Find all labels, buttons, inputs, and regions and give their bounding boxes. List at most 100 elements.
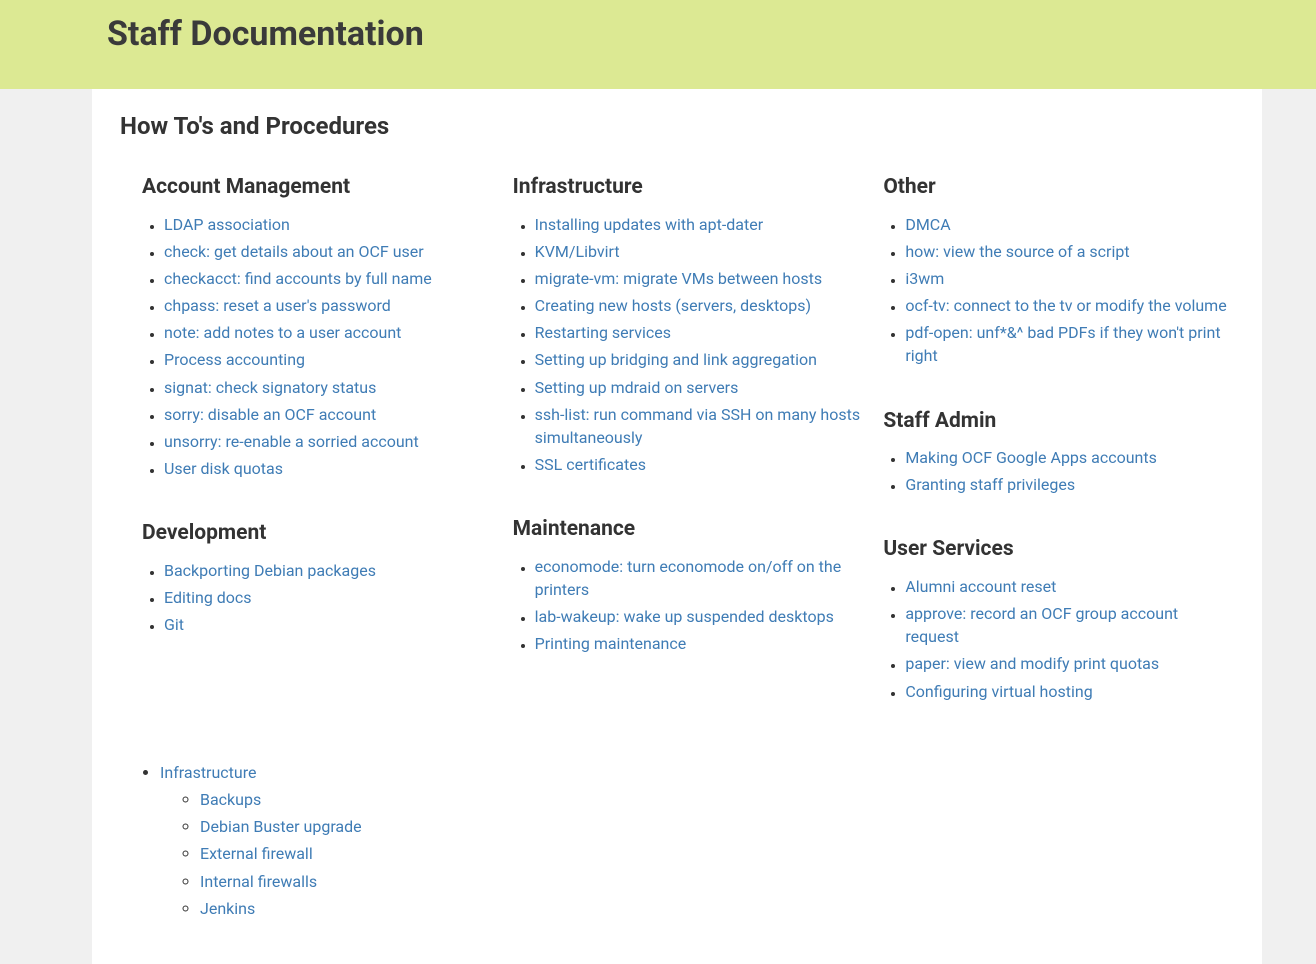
doc-link[interactable]: economode: turn economode on/off on the …: [535, 557, 842, 599]
category-block: Maintenance economode: turn economode on/…: [513, 514, 864, 655]
doc-link[interactable]: pdf-open: unf*&^ bad PDFs if they won't …: [905, 323, 1220, 365]
category-block: User Services Alumni account reset approve…: [883, 534, 1234, 702]
category-block: Account Management LDAP association check:…: [142, 172, 493, 480]
doc-link[interactable]: i3wm: [905, 269, 944, 288]
content-wrap: How To's and Procedures Account Manageme…: [92, 89, 1262, 964]
list-item: External firewall: [200, 842, 1234, 865]
list-item: checkacct: find accounts by full name: [164, 267, 493, 290]
category-list: Installing updates with apt-dater KVM/Lib…: [513, 213, 864, 477]
list-item: note: add notes to a user account: [164, 321, 493, 344]
list-item: how: view the source of a script: [905, 240, 1234, 263]
category-title: User Services: [883, 534, 1234, 564]
doc-link[interactable]: signat: check signatory status: [164, 378, 376, 397]
list-item: check: get details about an OCF user: [164, 240, 493, 263]
doc-link[interactable]: note: add notes to a user account: [164, 323, 401, 342]
list-item: KVM/Libvirt: [535, 240, 864, 263]
category-title: Other: [883, 172, 1234, 202]
doc-link[interactable]: LDAP association: [164, 215, 290, 234]
list-item: Configuring virtual hosting: [905, 680, 1234, 703]
doc-link[interactable]: SSL certificates: [535, 455, 646, 474]
doc-link[interactable]: Alumni account reset: [905, 577, 1056, 596]
list-item: ocf-tv: connect to the tv or modify the …: [905, 294, 1234, 317]
list-item: signat: check signatory status: [164, 376, 493, 399]
category-columns: Account Management LDAP association check:…: [120, 172, 1234, 741]
category-title: Maintenance: [513, 514, 864, 544]
doc-link[interactable]: check: get details about an OCF user: [164, 242, 424, 261]
doc-link[interactable]: Editing docs: [164, 588, 252, 607]
list-item: approve: record an OCF group account req…: [905, 602, 1234, 648]
list-item: Setting up bridging and link aggregation: [535, 348, 864, 371]
category-block: Staff Admin Making OCF Google Apps accoun…: [883, 406, 1234, 497]
doc-link[interactable]: checkacct: find accounts by full name: [164, 269, 432, 288]
doc-link[interactable]: how: view the source of a script: [905, 242, 1129, 261]
doc-link[interactable]: Creating new hosts (servers, desktops): [535, 296, 811, 315]
category-list: DMCA how: view the source of a script i3wm…: [883, 213, 1234, 368]
doc-link[interactable]: Configuring virtual hosting: [905, 682, 1092, 701]
doc-link[interactable]: approve: record an OCF group account req…: [905, 604, 1178, 646]
doc-link[interactable]: DMCA: [905, 215, 950, 234]
doc-link[interactable]: KVM/Libvirt: [535, 242, 620, 261]
list-item: unsorry: re-enable a sorried account: [164, 430, 493, 453]
category-block: Development Backporting Debian packages Ed…: [142, 518, 493, 636]
list-item: User disk quotas: [164, 457, 493, 480]
doc-link[interactable]: Printing maintenance: [535, 634, 687, 653]
doc-link[interactable]: Setting up bridging and link aggregation: [535, 350, 817, 369]
category-list: LDAP association check: get details about…: [142, 213, 493, 481]
footer-sublink[interactable]: External firewall: [200, 844, 313, 863]
list-item: Printing maintenance: [535, 632, 864, 655]
category-list: economode: turn economode on/off on the …: [513, 555, 864, 656]
list-item: LDAP association: [164, 213, 493, 236]
list-item: lab-wakeup: wake up suspended desktops: [535, 605, 864, 628]
doc-link[interactable]: Installing updates with apt-dater: [535, 215, 763, 234]
category-block: Other DMCA how: view the source of a scrip…: [883, 172, 1234, 368]
page-title: Staff Documentation: [107, 10, 1316, 59]
list-item: Debian Buster upgrade: [200, 815, 1234, 838]
footer-sublink[interactable]: Debian Buster upgrade: [200, 817, 362, 836]
list-item: ssh-list: run command via SSH on many ho…: [535, 403, 864, 449]
doc-link[interactable]: Process accounting: [164, 350, 305, 369]
list-item: Editing docs: [164, 586, 493, 609]
doc-link[interactable]: ocf-tv: connect to the tv or modify the …: [905, 296, 1226, 315]
doc-link[interactable]: Restarting services: [535, 323, 671, 342]
category-list: Alumni account reset approve: record an O…: [883, 575, 1234, 703]
doc-link[interactable]: Making OCF Google Apps accounts: [905, 448, 1157, 467]
column: InfrastructureInstalling updates with ap…: [513, 172, 864, 741]
footer-link-infrastructure[interactable]: Infrastructure: [160, 763, 256, 782]
category-list: Making OCF Google Apps accounts Granting …: [883, 446, 1234, 496]
doc-link[interactable]: unsorry: re-enable a sorried account: [164, 432, 419, 451]
doc-link[interactable]: ssh-list: run command via SSH on many ho…: [535, 405, 860, 447]
category-title: Staff Admin: [883, 406, 1234, 436]
column: Account Management LDAP association check:…: [142, 172, 493, 741]
doc-link[interactable]: lab-wakeup: wake up suspended desktops: [535, 607, 834, 626]
list-item: Installing updates with apt-dater: [535, 213, 864, 236]
doc-link[interactable]: migrate-vm: migrate VMs between hosts: [535, 269, 822, 288]
doc-link[interactable]: paper: view and modify print quotas: [905, 654, 1159, 673]
footer-sublink[interactable]: Jenkins: [200, 899, 255, 918]
list-item: pdf-open: unf*&^ bad PDFs if they won't …: [905, 321, 1234, 367]
section-title: How To's and Procedures: [120, 109, 1234, 144]
category-title: Development: [142, 518, 493, 548]
category-title: Account Management: [142, 172, 493, 202]
category-block: InfrastructureInstalling updates with ap…: [513, 172, 864, 476]
list-item: Creating new hosts (servers, desktops): [535, 294, 864, 317]
list-item: Backups: [200, 788, 1234, 811]
list-item: Restarting services: [535, 321, 864, 344]
list-item: sorry: disable an OCF account: [164, 403, 493, 426]
footer-nav-list: Infrastructure Backups Debian Buster upgr…: [120, 761, 1234, 920]
footer-sublink[interactable]: Internal firewalls: [200, 872, 317, 891]
doc-link[interactable]: Setting up mdraid on servers: [535, 378, 739, 397]
list-item: Process accounting: [164, 348, 493, 371]
doc-link[interactable]: sorry: disable an OCF account: [164, 405, 376, 424]
doc-link[interactable]: Backporting Debian packages: [164, 561, 376, 580]
doc-link[interactable]: Granting staff privileges: [905, 475, 1075, 494]
doc-link[interactable]: User disk quotas: [164, 459, 283, 478]
list-item: Jenkins: [200, 897, 1234, 920]
doc-link[interactable]: Git: [164, 615, 184, 634]
list-item: economode: turn economode on/off on the …: [535, 555, 864, 601]
list-item: Internal firewalls: [200, 870, 1234, 893]
list-item: i3wm: [905, 267, 1234, 290]
list-item: Making OCF Google Apps accounts: [905, 446, 1234, 469]
column: Other DMCA how: view the source of a scrip…: [883, 172, 1234, 741]
footer-sublink[interactable]: Backups: [200, 790, 261, 809]
doc-link[interactable]: chpass: reset a user's password: [164, 296, 391, 315]
